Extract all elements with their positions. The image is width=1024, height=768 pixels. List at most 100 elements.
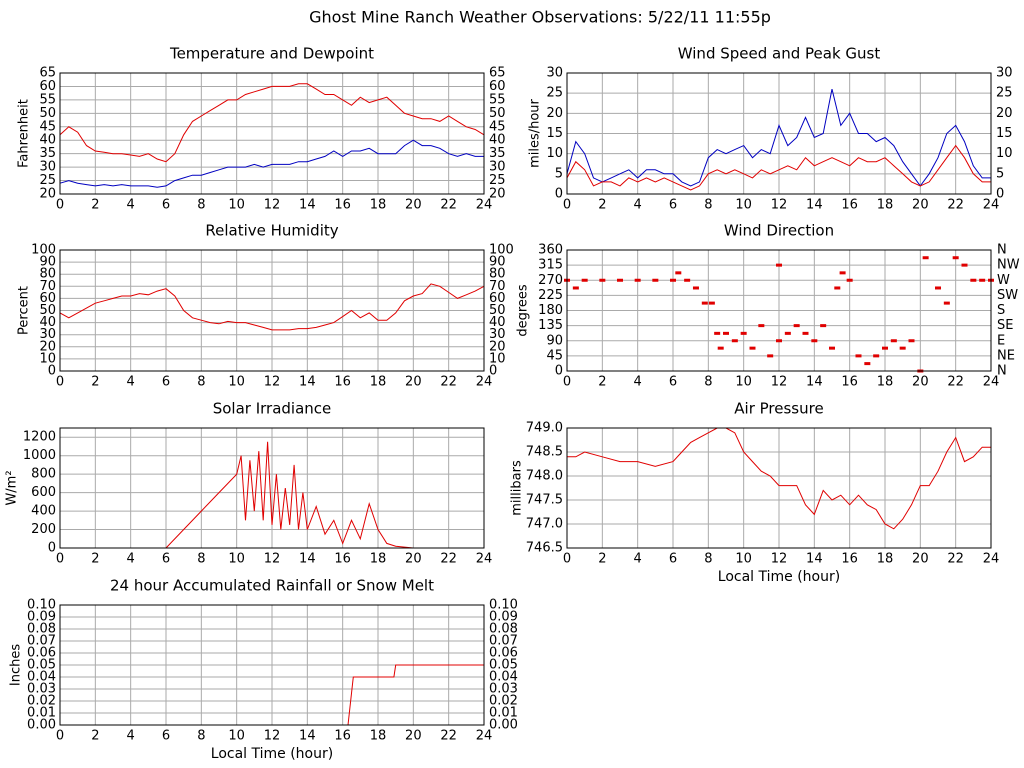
y2-tick-label: NE	[997, 348, 1015, 363]
x-tick-label: 22	[947, 375, 964, 390]
x-tick-label: 16	[334, 198, 351, 213]
y-tick-label-right: 50	[489, 106, 506, 121]
y-tick-label: 60	[39, 291, 56, 306]
y-tick-label: 0	[555, 364, 563, 379]
y-tick-label: 45	[546, 348, 563, 363]
x-tick-label: 18	[370, 375, 387, 390]
page-title: Ghost Mine Ranch Weather Observations: 5…	[309, 8, 771, 27]
y-tick-label: 0.02	[27, 694, 56, 709]
plot-frame	[59, 604, 485, 726]
data-point	[758, 324, 765, 328]
x-tick-label: 16	[334, 729, 351, 744]
y2-tick-label: N	[997, 364, 1007, 379]
data-point	[731, 339, 738, 343]
data-point	[740, 331, 747, 335]
data-point	[811, 339, 818, 343]
x-tick-label: 10	[735, 552, 752, 567]
y-tick-label: 50	[39, 106, 56, 121]
y-tick-label: 180	[538, 303, 563, 318]
y-tick-label: 748.0	[526, 469, 563, 484]
y-axis-label: miles/hour	[528, 98, 543, 167]
data-point	[820, 324, 827, 328]
plot-frame	[59, 72, 485, 195]
y-tick-label: 5	[555, 166, 563, 181]
x-tick-label: 12	[264, 729, 281, 744]
x-tick-label: 8	[704, 552, 712, 567]
data-point	[979, 278, 986, 282]
y-axis-label: W/m²	[5, 470, 20, 505]
data-point	[970, 278, 977, 282]
data-point	[692, 286, 699, 290]
y-tick-label-right: 80	[489, 267, 506, 282]
y-tick-label: 800	[31, 467, 56, 482]
x-tick-label: 8	[704, 198, 712, 213]
y-tick-label-right: 30	[996, 66, 1013, 81]
x-tick-label: 12	[771, 552, 788, 567]
y-tick-label-right: 25	[996, 86, 1013, 101]
x-tick-label: 14	[299, 375, 316, 390]
x-tick-label: 0	[563, 552, 571, 567]
y-tick-label: 15	[546, 126, 563, 141]
data-point	[701, 301, 708, 305]
y-tick-label: 747.0	[526, 517, 563, 532]
x-tick-label: 18	[877, 198, 894, 213]
y2-tick-label: S	[997, 303, 1005, 318]
y-tick-label-right: 30	[489, 160, 506, 175]
y-tick-label: 60	[39, 79, 56, 94]
x-tick-label: 20	[405, 198, 422, 213]
data-point	[767, 354, 774, 358]
chart-title: Solar Irradiance	[213, 400, 332, 418]
data-point	[776, 339, 782, 343]
y-tick-label-right: 5	[996, 166, 1004, 181]
y-tick-label: 270	[538, 273, 563, 288]
y-tick-label-right: 10	[489, 351, 506, 366]
x-tick-label: 16	[841, 375, 858, 390]
x-tick-label: 14	[299, 729, 316, 744]
x-tick-label: 22	[947, 198, 964, 213]
y-tick-label-right: 60	[489, 291, 506, 306]
x-tick-label: 2	[91, 198, 99, 213]
y-tick-label-right: 55	[489, 92, 506, 107]
y-tick-label: 90	[546, 333, 563, 348]
y-tick-label-right: 0.08	[489, 622, 518, 637]
y-tick-label-right: 65	[489, 66, 506, 81]
y-tick-label: 0.07	[27, 634, 56, 649]
data-point	[943, 301, 950, 305]
y-tick-label: 0.09	[27, 610, 56, 625]
x-tick-label: 4	[127, 375, 135, 390]
y-tick-label: 0	[555, 187, 563, 202]
x-tick-label: 6	[162, 375, 170, 390]
data-point	[717, 346, 724, 350]
x-tick-label: 4	[634, 375, 642, 390]
y-tick-label: 0.03	[27, 682, 56, 697]
y-tick-label-right: 35	[489, 146, 506, 161]
y-tick-label: 0	[48, 541, 56, 556]
x-tick-label: 16	[334, 375, 351, 390]
y-tick-label: 35	[39, 146, 56, 161]
y-tick-label-right: 0	[996, 187, 1004, 202]
y-tick-label: 200	[31, 522, 56, 537]
x-tick-label: 14	[299, 552, 316, 567]
x-tick-label: 10	[228, 375, 245, 390]
y-tick-label-right: 45	[489, 119, 506, 134]
x-tick-label: 18	[370, 729, 387, 744]
x-tick-label: 20	[912, 375, 929, 390]
y-tick-label: 360	[538, 243, 563, 258]
y-tick-label: 400	[31, 504, 56, 519]
y-axis-label: Inches	[9, 644, 24, 686]
data-point	[599, 278, 606, 282]
y-tick-label-right: 70	[489, 279, 506, 294]
y-tick-label-right: 20	[489, 339, 506, 354]
x-tick-label: 0	[563, 375, 571, 390]
y2-tick-label: SW	[997, 288, 1018, 303]
y-tick-label: 30	[39, 327, 56, 342]
x-tick-label: 20	[405, 552, 422, 567]
x-tick-label: 16	[841, 552, 858, 567]
x-tick-label: 24	[983, 552, 1000, 567]
y-tick-label-right: 10	[996, 146, 1013, 161]
x-tick-label: 2	[91, 729, 99, 744]
x-tick-label: 2	[598, 375, 606, 390]
x-tick-label: 12	[264, 375, 281, 390]
x-tick-label: 2	[91, 552, 99, 567]
x-tick-label: 14	[806, 375, 823, 390]
